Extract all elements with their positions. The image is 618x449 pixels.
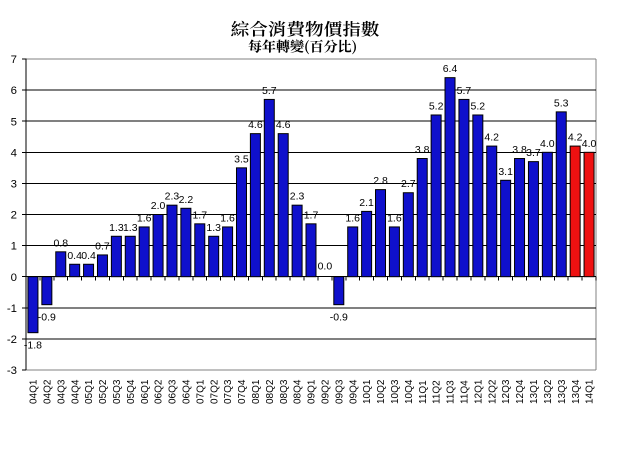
svg-text:4.0: 4.0 <box>540 138 555 150</box>
svg-text:4.6: 4.6 <box>248 119 263 131</box>
svg-text:04Q1: 04Q1 <box>29 379 40 404</box>
svg-text:11Q2: 11Q2 <box>432 380 443 404</box>
svg-text:4.0: 4.0 <box>582 138 597 150</box>
svg-text:1: 1 <box>11 241 17 253</box>
svg-text:07Q2: 07Q2 <box>209 379 220 404</box>
svg-text:09Q3: 09Q3 <box>334 379 345 404</box>
svg-text:5: 5 <box>11 116 17 128</box>
svg-text:08Q4: 08Q4 <box>293 379 304 404</box>
svg-text:09Q4: 09Q4 <box>348 379 359 404</box>
svg-text:1.3: 1.3 <box>109 222 124 234</box>
svg-text:4.6: 4.6 <box>276 119 291 131</box>
svg-text:05Q2: 05Q2 <box>98 379 109 404</box>
svg-text:06Q4: 06Q4 <box>181 379 192 404</box>
svg-text:07Q4: 07Q4 <box>237 379 248 404</box>
svg-text:0.4: 0.4 <box>67 250 82 262</box>
svg-text:0.8: 0.8 <box>53 237 68 249</box>
svg-text:4.2: 4.2 <box>568 132 583 144</box>
svg-text:2.3: 2.3 <box>290 191 305 203</box>
svg-text:5.2: 5.2 <box>429 101 444 113</box>
svg-text:05Q3: 05Q3 <box>112 379 123 404</box>
svg-text:09Q1: 09Q1 <box>307 379 318 404</box>
svg-text:07Q1: 07Q1 <box>195 379 206 404</box>
svg-text:2.8: 2.8 <box>373 175 388 187</box>
svg-text:5.3: 5.3 <box>554 97 569 109</box>
svg-text:3.1: 3.1 <box>498 166 513 178</box>
svg-text:14Q1: 14Q1 <box>585 379 596 404</box>
svg-text:13Q2: 13Q2 <box>543 379 554 404</box>
svg-text:10Q4: 10Q4 <box>404 379 415 404</box>
svg-text:3.8: 3.8 <box>512 144 527 156</box>
svg-text:12Q4: 12Q4 <box>515 379 526 404</box>
svg-text:1.3: 1.3 <box>206 222 221 234</box>
svg-text:4: 4 <box>11 147 17 159</box>
svg-text:0.4: 0.4 <box>81 250 96 262</box>
svg-text:0.7: 0.7 <box>95 240 110 252</box>
svg-text:07Q3: 07Q3 <box>223 379 234 404</box>
svg-text:5.7: 5.7 <box>457 85 472 97</box>
svg-text:5.7: 5.7 <box>262 85 277 97</box>
svg-text:11Q1: 11Q1 <box>418 380 429 404</box>
svg-text:2.0: 2.0 <box>151 200 166 212</box>
svg-text:12Q2: 12Q2 <box>487 379 498 404</box>
svg-text:08Q3: 08Q3 <box>279 379 290 404</box>
svg-text:05Q4: 05Q4 <box>126 379 137 404</box>
svg-text:2.1: 2.1 <box>359 197 374 209</box>
svg-text:08Q1: 08Q1 <box>251 379 262 404</box>
svg-text:04Q3: 04Q3 <box>56 379 67 404</box>
svg-text:12Q3: 12Q3 <box>501 379 512 404</box>
svg-text:1.6: 1.6 <box>345 212 360 224</box>
svg-text:-1: -1 <box>7 303 17 315</box>
svg-text:11Q4: 11Q4 <box>460 380 471 404</box>
svg-text:1.7: 1.7 <box>304 209 319 221</box>
svg-text:13Q4: 13Q4 <box>571 379 582 404</box>
svg-text:04Q4: 04Q4 <box>70 379 81 404</box>
svg-text:2: 2 <box>11 210 17 222</box>
svg-text:6.4: 6.4 <box>443 63 458 75</box>
svg-text:-0.9: -0.9 <box>330 312 348 324</box>
svg-text:5.2: 5.2 <box>471 101 486 113</box>
svg-text:06Q2: 06Q2 <box>154 379 165 404</box>
svg-text:-0.9: -0.9 <box>38 312 56 324</box>
svg-text:7: 7 <box>11 54 17 66</box>
svg-text:10Q2: 10Q2 <box>376 379 387 404</box>
svg-text:4.2: 4.2 <box>484 132 499 144</box>
svg-text:06Q3: 06Q3 <box>168 379 179 404</box>
svg-text:10Q3: 10Q3 <box>390 379 401 404</box>
svg-text:13Q1: 13Q1 <box>529 379 540 404</box>
svg-text:-2: -2 <box>7 334 17 346</box>
svg-text:13Q3: 13Q3 <box>557 379 568 404</box>
svg-text:1.6: 1.6 <box>387 212 402 224</box>
svg-text:3.8: 3.8 <box>415 144 430 156</box>
svg-text:1.6: 1.6 <box>220 212 235 224</box>
svg-text:08Q2: 08Q2 <box>265 379 276 404</box>
svg-text:-1.8: -1.8 <box>24 340 42 352</box>
svg-text:1.3: 1.3 <box>123 222 138 234</box>
svg-text:6: 6 <box>11 85 17 97</box>
svg-text:10Q1: 10Q1 <box>362 379 373 404</box>
svg-text:3: 3 <box>11 179 17 191</box>
svg-text:09Q2: 09Q2 <box>321 379 332 404</box>
svg-text:1.7: 1.7 <box>192 209 207 221</box>
svg-text:04Q2: 04Q2 <box>42 379 53 404</box>
svg-text:-3: -3 <box>7 365 17 377</box>
svg-text:1.6: 1.6 <box>137 212 152 224</box>
svg-text:2.2: 2.2 <box>179 194 194 206</box>
svg-text:12Q1: 12Q1 <box>473 379 484 404</box>
svg-text:2.7: 2.7 <box>401 178 416 190</box>
svg-text:0.0: 0.0 <box>318 260 333 272</box>
svg-text:3.5: 3.5 <box>234 153 249 165</box>
svg-text:0: 0 <box>11 272 17 284</box>
svg-text:05Q1: 05Q1 <box>84 379 95 404</box>
svg-text:2.3: 2.3 <box>165 191 180 203</box>
svg-text:06Q1: 06Q1 <box>140 379 151 404</box>
svg-text:11Q3: 11Q3 <box>446 380 457 404</box>
svg-text:3.7: 3.7 <box>526 147 541 159</box>
